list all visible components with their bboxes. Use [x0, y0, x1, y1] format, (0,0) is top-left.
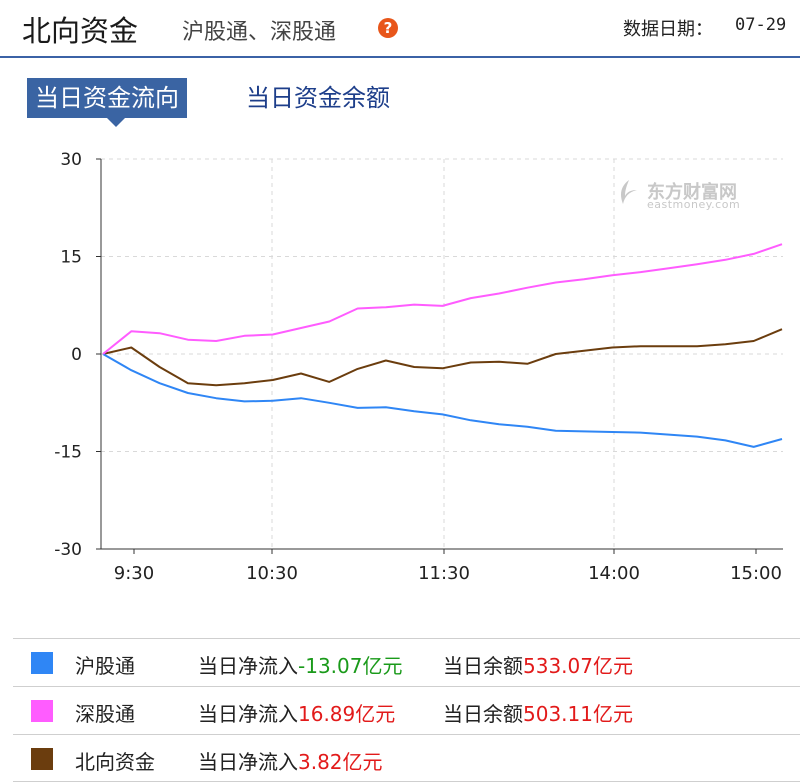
legend-name: 深股通: [75, 702, 135, 726]
series-line-2: [102, 328, 783, 387]
line-chart: 30 15 0 -15 -30 9:30 10:30 11:30 14:00 15:00: [54, 150, 783, 584]
page-title: 北向资金: [22, 14, 139, 48]
balance-value: 533.07亿元: [523, 654, 633, 678]
x-tick-labels: 9:30 10:30 11:30 14:00 15:00: [114, 563, 782, 584]
x-tick-label: 11:30: [418, 563, 470, 584]
tab-daily-flow[interactable]: 当日资金流向: [27, 78, 187, 127]
legend-name: 北向资金: [75, 750, 155, 774]
legend-row-north: 北向资金 当日净流入3.82亿元: [13, 734, 800, 782]
eastmoney-logo-icon: [621, 180, 637, 204]
flow-value: -13.07亿元: [298, 654, 403, 678]
chart-axes: [96, 158, 783, 554]
legend-swatch-sh: [31, 652, 53, 674]
date-value: 07-29: [735, 15, 787, 35]
flow-value: 3.82亿元: [298, 750, 383, 774]
date-label: 数据日期：: [623, 19, 713, 40]
y-tick-label: -30: [54, 540, 82, 560]
flow-value: 16.89亿元: [298, 702, 396, 726]
legend-flow: 当日净流入3.82亿元: [198, 750, 383, 774]
legend-row-sh: 沪股通 当日净流入-13.07亿元 当日余额533.07亿元: [13, 638, 800, 686]
legend-flow: 当日净流入-13.07亿元: [198, 654, 403, 678]
watermark-en: eastmoney.com: [647, 198, 741, 211]
x-tick-label: 10:30: [246, 563, 298, 584]
legend-name: 沪股通: [75, 654, 135, 678]
y-tick-labels: 30 15 0 -15 -30: [54, 150, 82, 560]
legend-flow: 当日净流入16.89亿元: [198, 702, 396, 726]
legend-row-sz: 深股通 当日净流入16.89亿元 当日余额503.11亿元: [13, 686, 800, 734]
x-tick-label: 14:00: [588, 563, 640, 584]
series-line-1: [102, 243, 783, 355]
chart-grid: [101, 158, 783, 549]
watermark-cn: 东方财富网: [647, 182, 737, 203]
series-line-0: [102, 353, 783, 448]
y-tick-label: 0: [71, 345, 82, 365]
y-tick-label: -15: [54, 443, 82, 463]
legend-swatch-sz: [31, 700, 53, 722]
series-lines: [102, 243, 783, 448]
y-tick-label: 15: [60, 248, 82, 268]
legend-swatch-north: [31, 748, 53, 770]
balance-value: 503.11亿元: [523, 702, 633, 726]
legend-balance: 当日余额503.11亿元: [443, 702, 633, 726]
header: 北向资金 沪股通、深股通 ? 数据日期： 07-29: [0, 0, 800, 58]
x-tick-label: 15:00: [730, 563, 782, 584]
x-tick-label: 9:30: [114, 563, 154, 584]
tab-daily-balance[interactable]: 当日资金余额: [246, 84, 390, 112]
legend-balance: 当日余额533.07亿元: [443, 654, 633, 678]
page-subtitle: 沪股通、深股通: [182, 20, 337, 45]
y-tick-label: 30: [60, 150, 82, 170]
help-icon[interactable]: ?: [378, 18, 398, 38]
